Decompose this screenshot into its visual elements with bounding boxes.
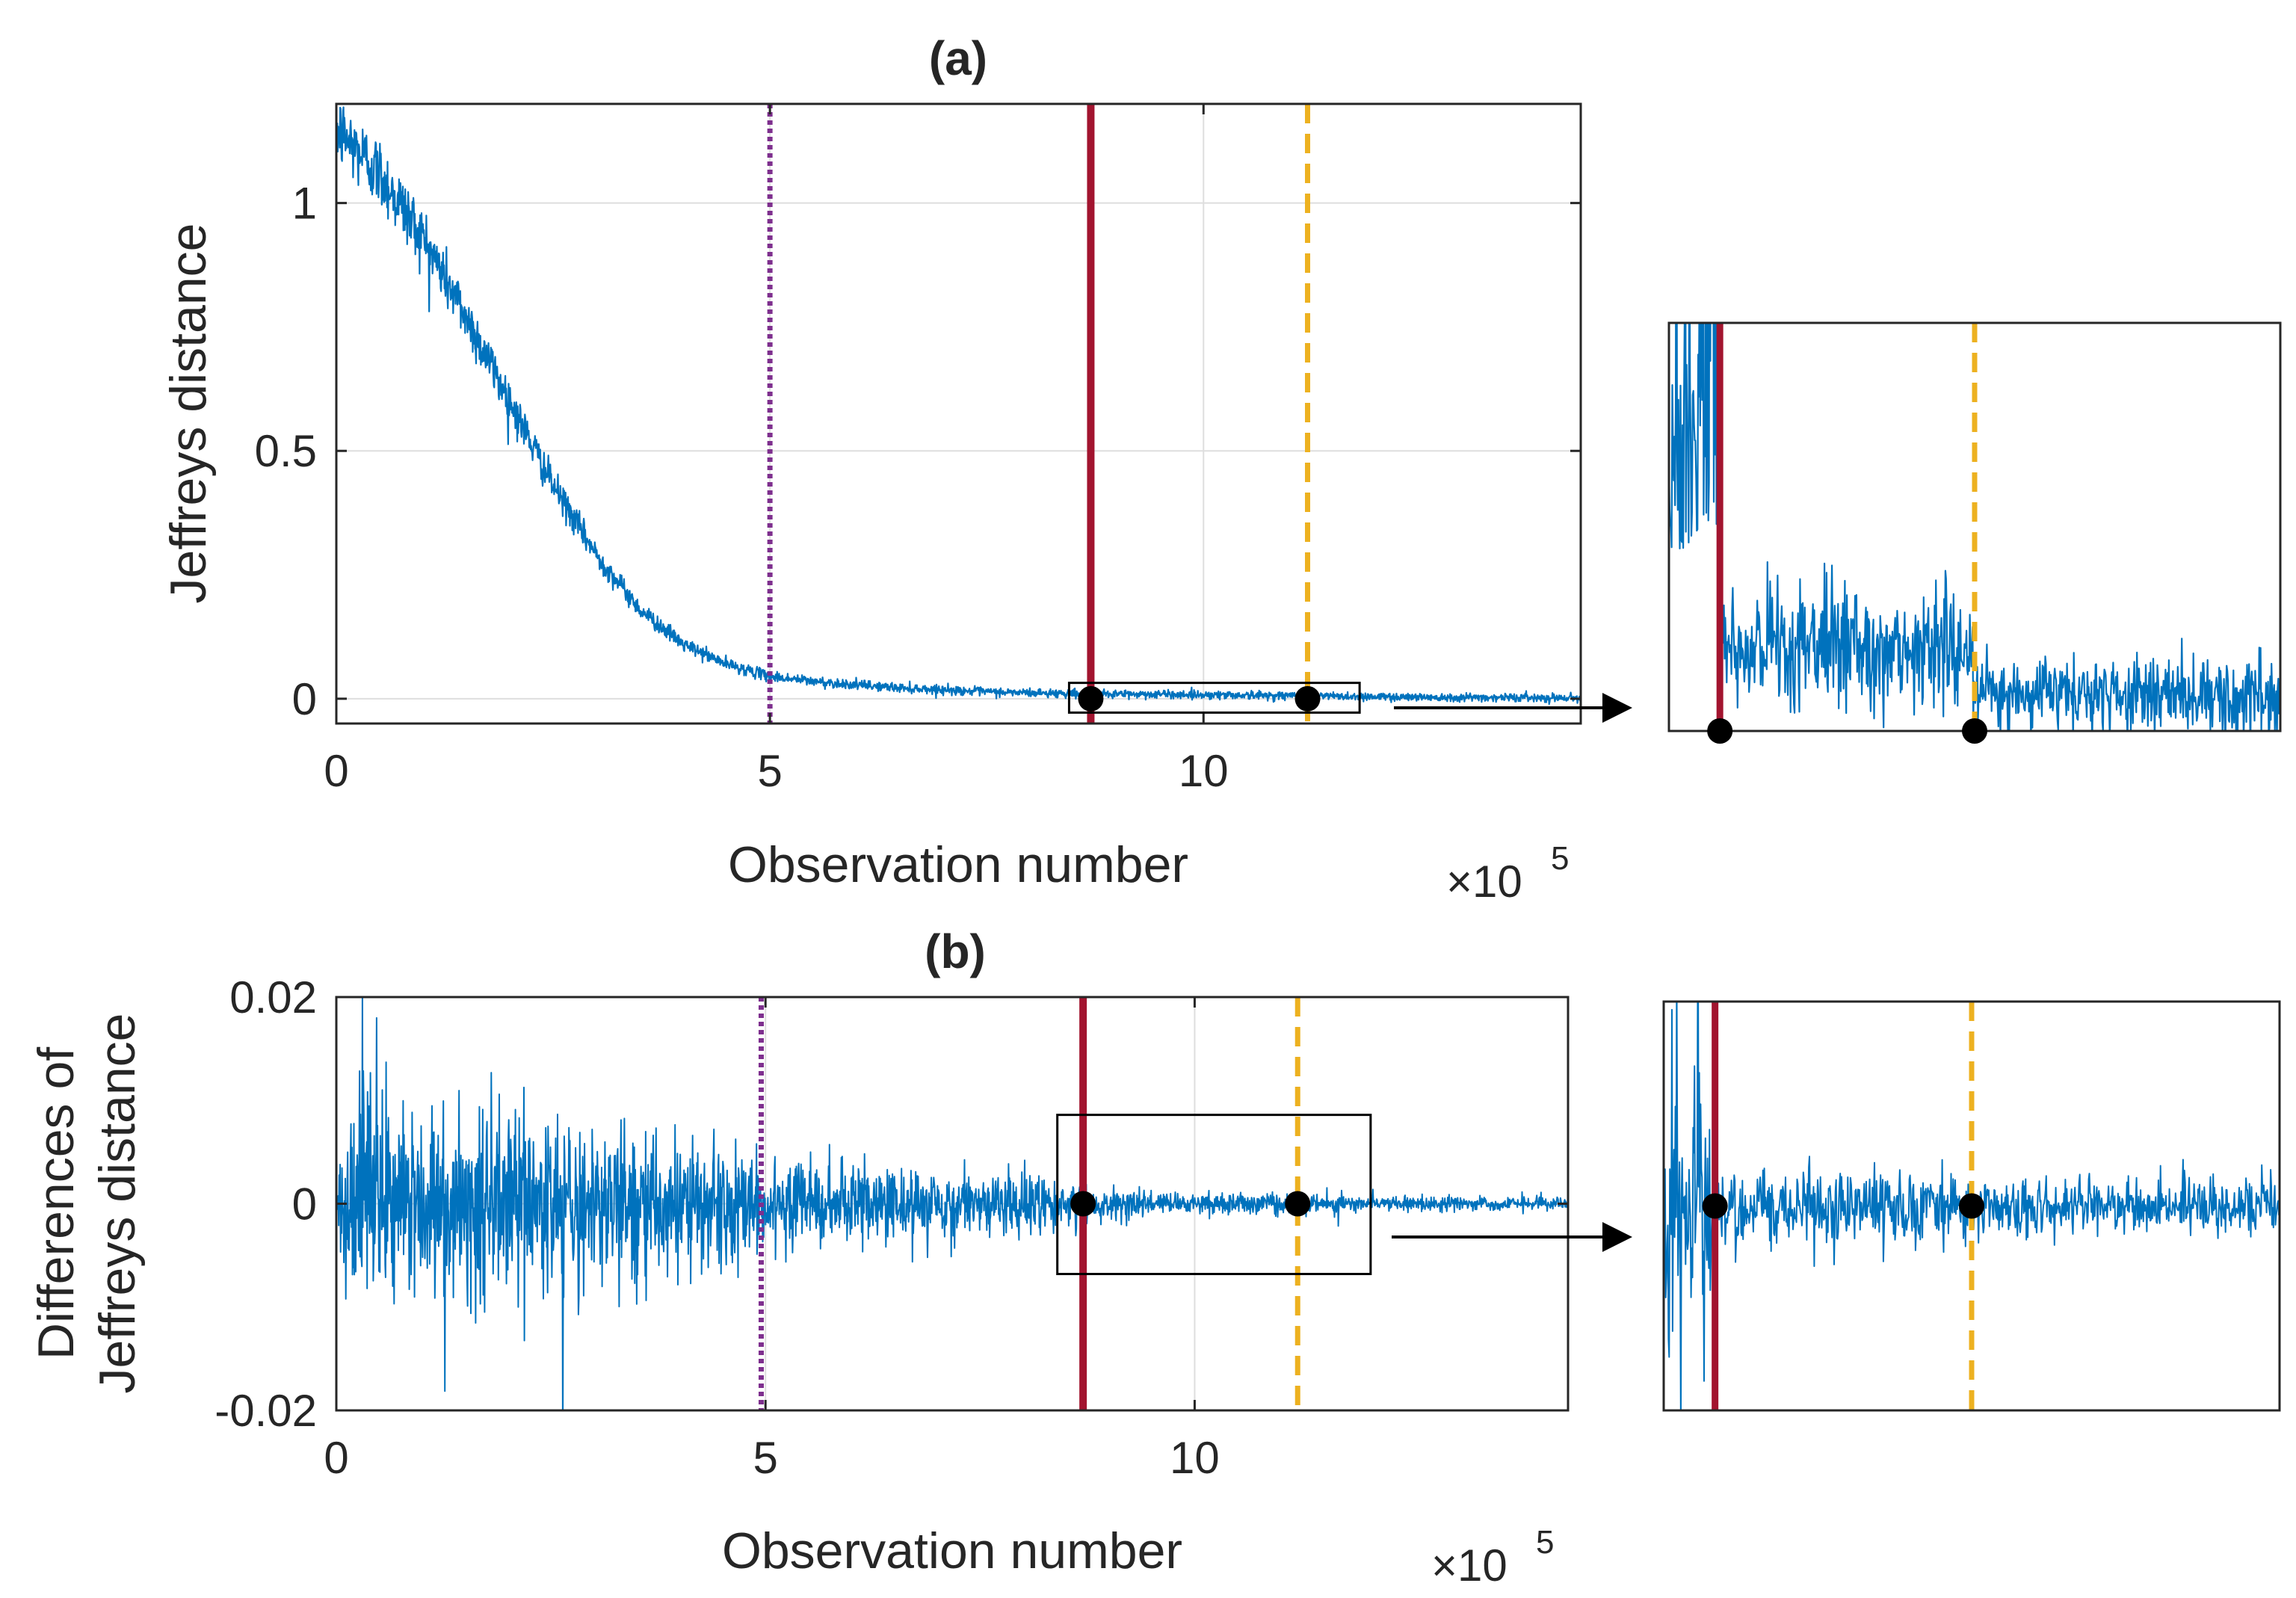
change-point-marker [1078,685,1104,712]
panel-a-markers [1078,685,1321,712]
x-tick-label: 0 [324,746,348,796]
differences-line [336,997,1568,1410]
zoom-a-vlines [1716,323,1978,731]
panel-a-x-exponent: ×10 5 [1446,840,1569,907]
zoom-change-point-marker [1962,718,1987,744]
panel-b-x-exponent-power: 5 [1536,1524,1554,1561]
x-tick-label: 5 [753,1433,778,1483]
panel-a-vlines [767,104,1311,724]
panel-a-zoom-inset [1667,321,2282,744]
panel-a-frame [335,102,1582,725]
panel-b-zoom-inset [1662,1000,2281,1412]
panel-a-ticks: 0 5 10 0 0.5 1 [255,104,1581,796]
x-tick-label: 5 [757,746,782,796]
zoom-b-frame [1662,1000,2281,1412]
panel-a-x-exponent-base: ×10 [1446,857,1522,907]
zoom-a-line [1669,323,2280,731]
y-tick-label: 0.02 [229,972,317,1022]
y-tick-label: 0 [292,1179,317,1230]
panel-b-title: (b) [925,925,986,978]
panel-a-title: (a) [929,31,987,85]
x-tick-label: 0 [324,1433,348,1483]
change-point-marker [1070,1191,1096,1217]
panel-a-x-exponent-power: 5 [1551,840,1569,877]
panel-b-x-exponent: ×10 5 [1431,1524,1554,1591]
panel-b-zoom-box [1056,1114,1372,1276]
zoom-b-markers [1702,1193,1984,1219]
panel-b-xlabel: Observation number [722,1523,1182,1579]
panel-b-markers [1070,1191,1311,1217]
panel-b-ylabel-line2: Jeffreys distance [89,1013,146,1393]
zoom-change-point-marker [1959,1193,1984,1219]
change-point-marker [1285,1191,1311,1217]
panel-a-zoom-box [1067,682,1361,714]
zoom-change-point-marker [1707,718,1733,744]
panel-a-ylabel: Jeffreys distance [160,223,217,603]
panel-a: (a) 0 5 10 0 0.5 1 Observation number Jeffrey… [160,31,2282,907]
panel-a-xlabel: Observation number [728,836,1188,893]
panel-a-grid [336,104,1581,724]
x-tick-label: 10 [1170,1433,1220,1483]
panel-b-ylabel-line1: Differences of [28,1047,84,1360]
jeffreys-distance-line [336,104,1581,706]
change-point-marker [1294,685,1321,712]
y-tick-label: 0 [292,674,317,724]
x-tick-label: 10 [1179,746,1229,796]
y-tick-label: -0.02 [215,1386,317,1436]
panel-b-x-exponent-base: ×10 [1431,1540,1507,1591]
zoom-change-point-marker [1702,1193,1728,1219]
y-tick-label: 0.5 [255,426,317,476]
y-tick-label: 1 [292,179,317,229]
zoom-a-markers [1707,718,1987,744]
